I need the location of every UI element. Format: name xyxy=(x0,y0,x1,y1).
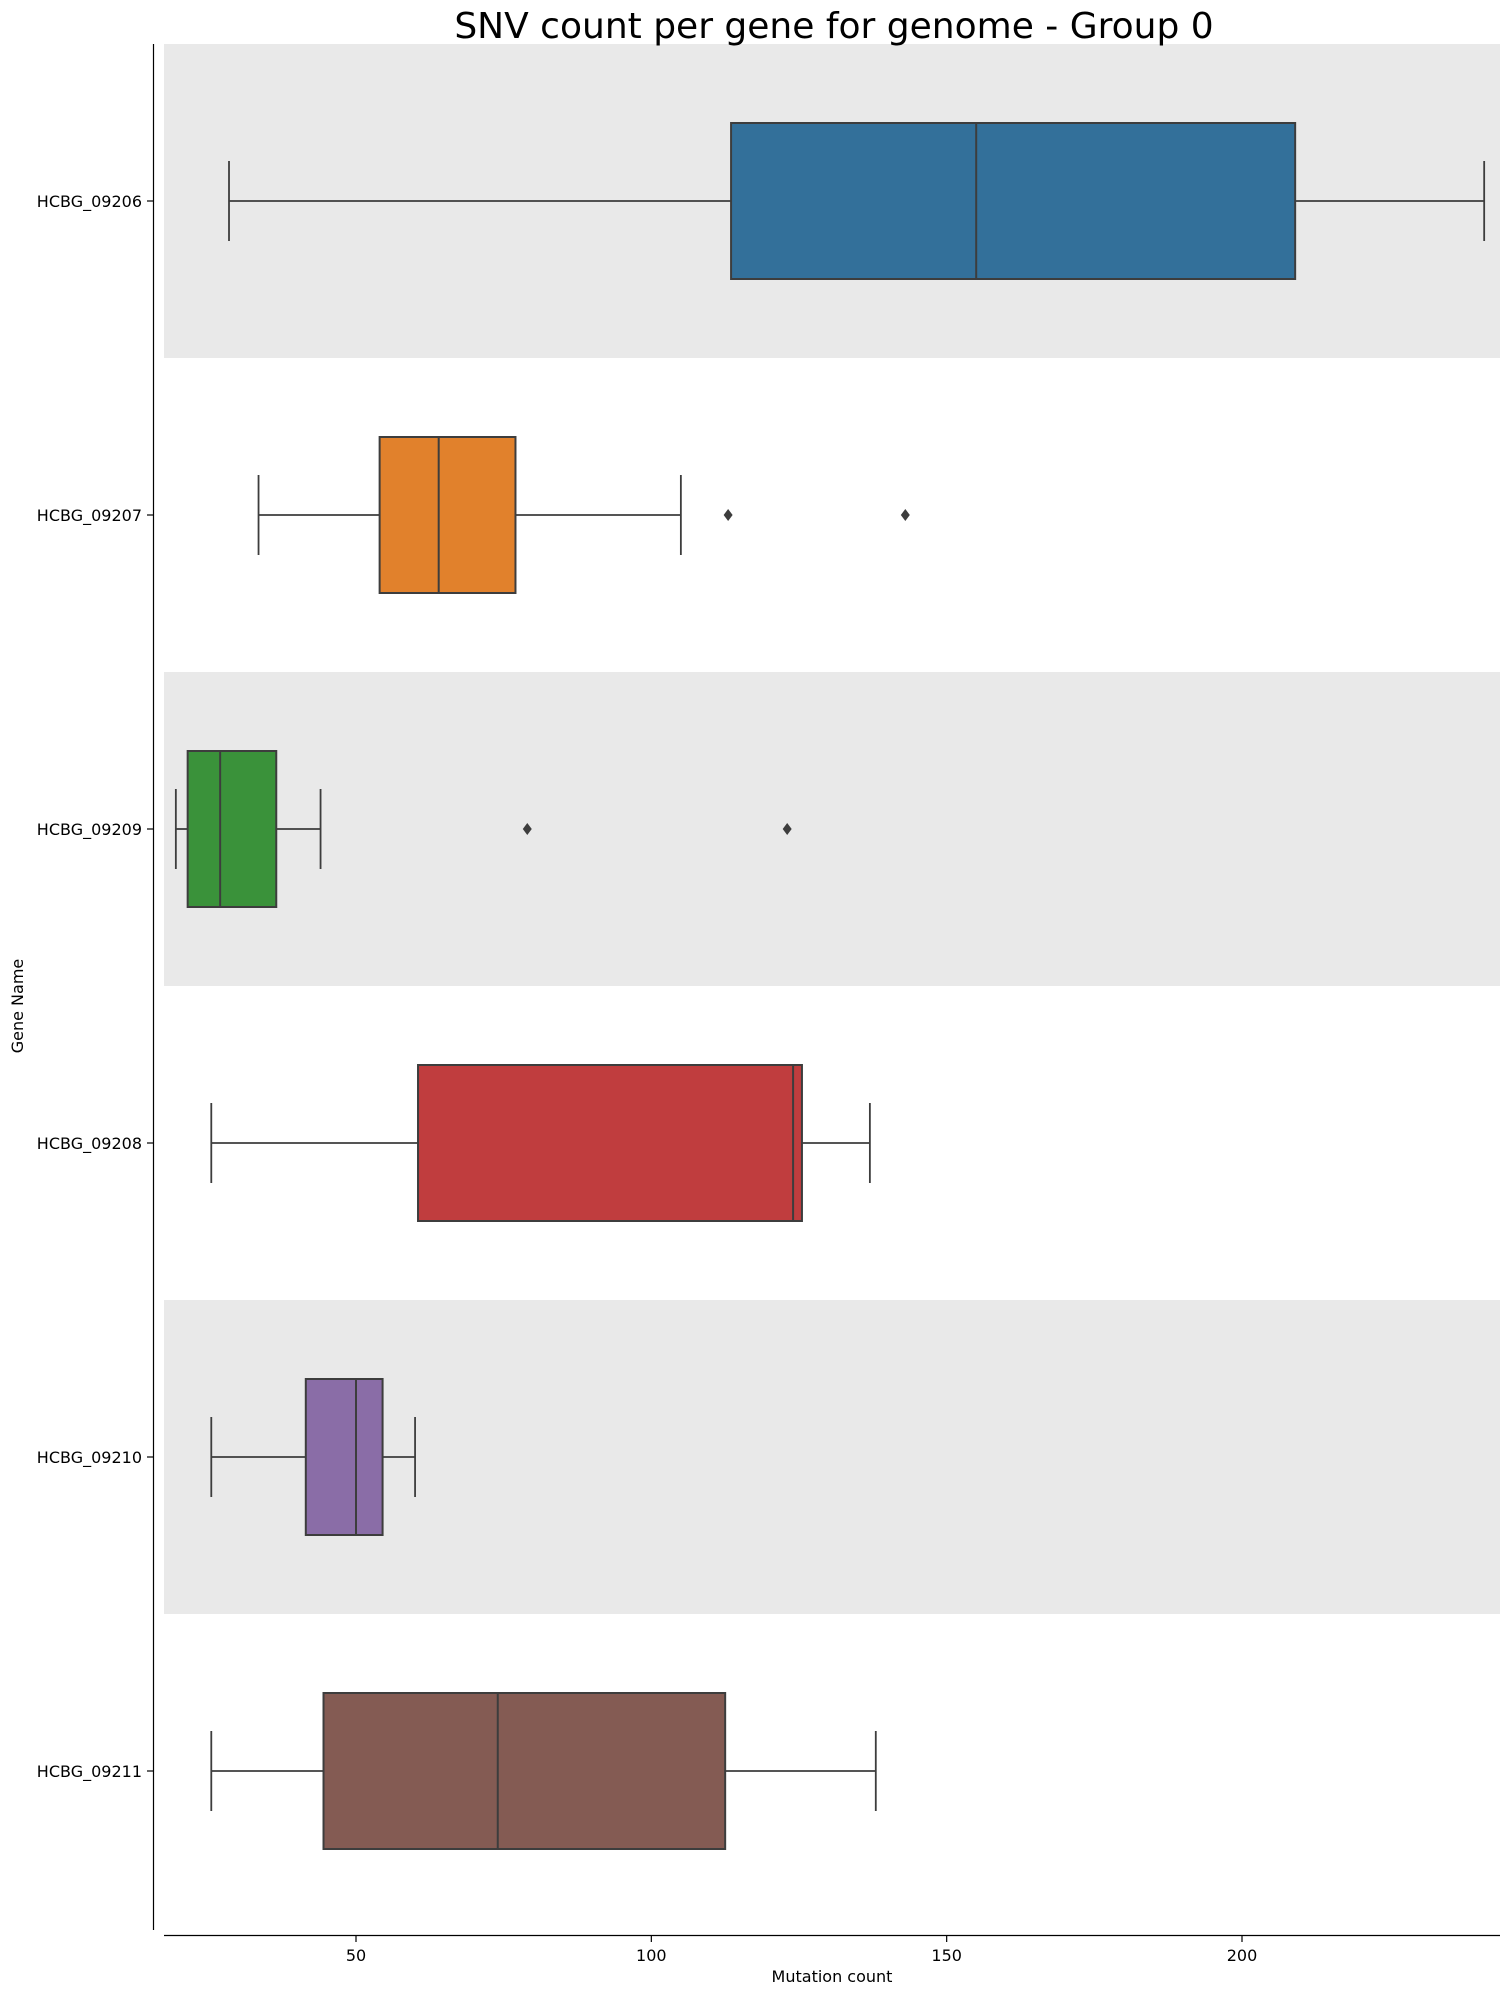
row-bands xyxy=(164,44,1500,1614)
x-tick-label: 200 xyxy=(1227,1946,1258,1965)
iqr-box xyxy=(730,122,1297,280)
outlier-point xyxy=(723,509,733,521)
outlier-point xyxy=(782,823,792,835)
y-tick-label-hcbg-09211: HCBG_09211 xyxy=(37,1762,142,1782)
row-band-hcbg-09209 xyxy=(164,672,1500,986)
x-tick-label: 50 xyxy=(346,1946,366,1965)
iqr-box xyxy=(378,436,517,594)
box-hcbg-09210 xyxy=(210,1378,416,1536)
iqr-box xyxy=(304,1378,384,1536)
box-hcbg-09211 xyxy=(210,1692,877,1850)
y-tick-label-hcbg-09210: HCBG_09210 xyxy=(37,1448,142,1468)
outlier-point xyxy=(900,509,910,521)
chart-title: SNV count per gene for genome - Group 0 xyxy=(454,6,1213,47)
y-tick-label-hcbg-09208: HCBG_09208 xyxy=(37,1134,142,1154)
y-axis-label: Gene Name xyxy=(8,959,27,1054)
x-axis-label: Mutation count xyxy=(772,1967,893,1986)
y-tick-label-hcbg-09207: HCBG_09207 xyxy=(37,506,142,526)
y-tick-label-hcbg-09209: HCBG_09209 xyxy=(37,820,142,840)
y-tick-layer: HCBG_09206 HCBG_09207 HCBG_09209 HCBG_09208… xyxy=(37,192,154,1782)
x-tick-label: 100 xyxy=(636,1946,667,1965)
box-hcbg-09206 xyxy=(228,122,1486,280)
boxes-layer xyxy=(174,122,1486,1850)
box-hcbg-09207 xyxy=(257,436,910,594)
outlier-point xyxy=(522,823,532,835)
iqr-box xyxy=(186,750,278,908)
y-tick-label-hcbg-09206: HCBG_09206 xyxy=(37,192,142,212)
box-hcbg-09209 xyxy=(174,750,792,908)
x-tick-layer: 50 100 150 200 xyxy=(346,1935,1258,1965)
x-tick-label: 150 xyxy=(931,1946,962,1965)
iqr-box xyxy=(322,1692,727,1850)
box-hcbg-09208 xyxy=(210,1064,871,1222)
iqr-box xyxy=(417,1064,803,1222)
